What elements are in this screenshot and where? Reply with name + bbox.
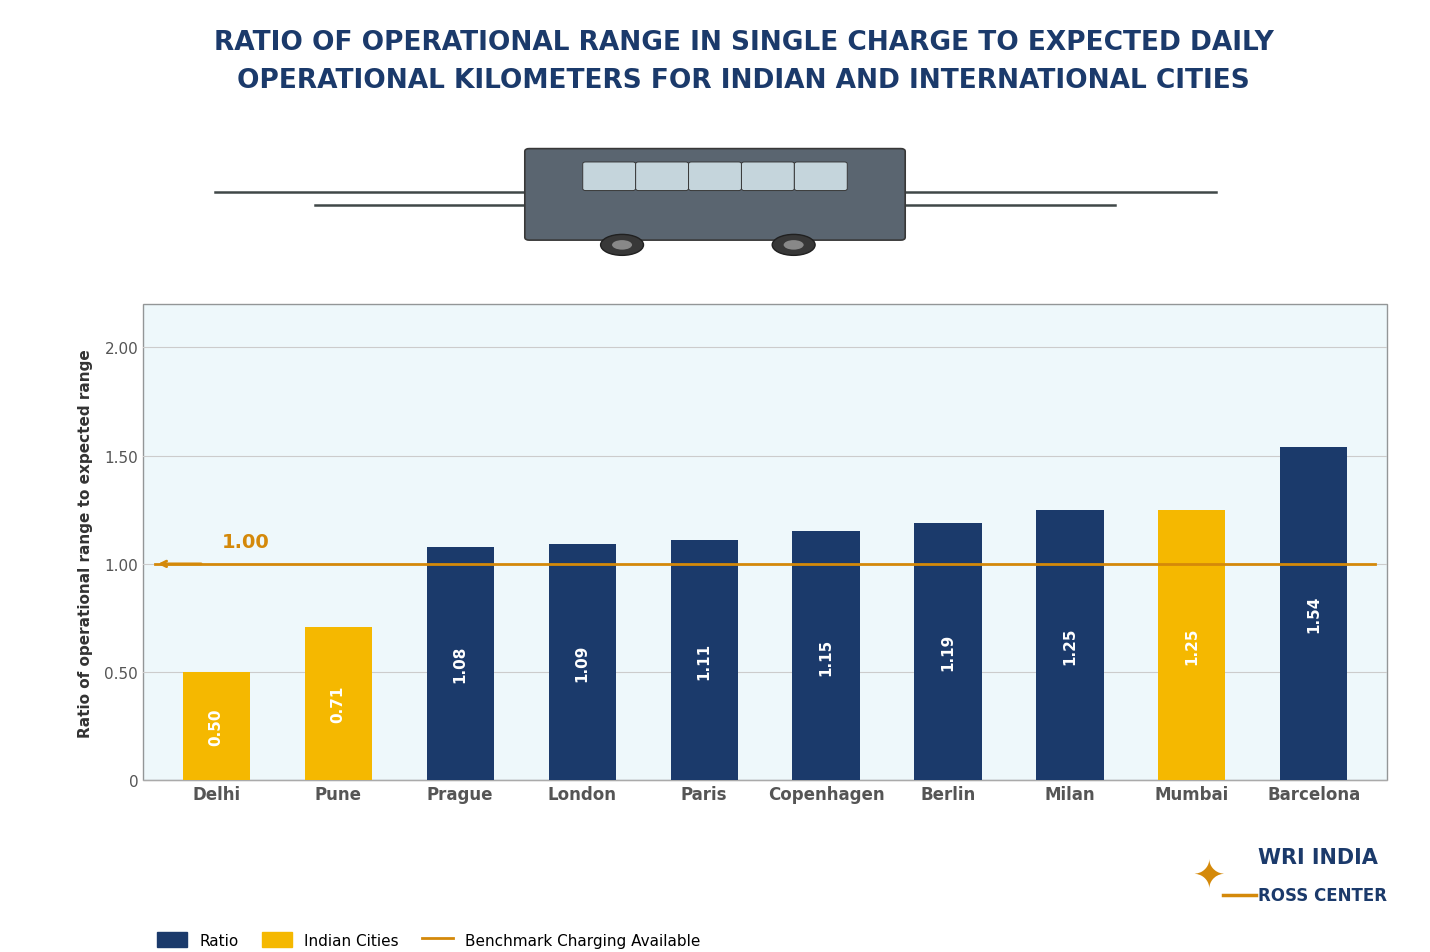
Bar [1037,510,1104,781]
Bar [792,532,859,781]
Text: 1.54: 1.54 [1307,595,1321,633]
Text: WRI INDIA: WRI INDIA [1258,847,1379,866]
Text: 1.25: 1.25 [1062,626,1077,664]
Legend: Ratio, Indian Cities, Benchmark Charging Available: Ratio, Indian Cities, Benchmark Charging… [150,925,706,952]
Bar [1158,510,1226,781]
Text: 1.25: 1.25 [1184,626,1200,664]
Text: 0.50: 0.50 [209,708,223,745]
Text: ROSS CENTER: ROSS CENTER [1258,886,1387,903]
Text: 1.08: 1.08 [453,645,468,683]
Y-axis label: Ratio of operational range to expected range: Ratio of operational range to expected r… [79,348,93,737]
Text: 0.71: 0.71 [330,685,346,723]
Text: RATIO OF OPERATIONAL RANGE IN SINGLE CHARGE TO EXPECTED DAILY: RATIO OF OPERATIONAL RANGE IN SINGLE CHA… [213,30,1274,56]
Text: OPERATIONAL KILOMETERS FOR INDIAN AND INTERNATIONAL CITIES: OPERATIONAL KILOMETERS FOR INDIAN AND IN… [237,68,1250,94]
Bar [671,541,738,781]
Bar [426,547,493,781]
Text: 1.19: 1.19 [941,633,955,670]
Bar [305,627,372,781]
Bar [914,524,981,781]
Text: 1.11: 1.11 [696,642,712,679]
Bar [183,672,250,781]
Bar [1280,447,1347,781]
Text: 1.00: 1.00 [222,532,270,551]
FancyBboxPatch shape [143,305,1387,781]
Text: ✦: ✦ [1193,857,1224,895]
Text: 1.09: 1.09 [575,645,589,682]
Bar [549,545,616,781]
Text: 1.15: 1.15 [818,638,834,675]
